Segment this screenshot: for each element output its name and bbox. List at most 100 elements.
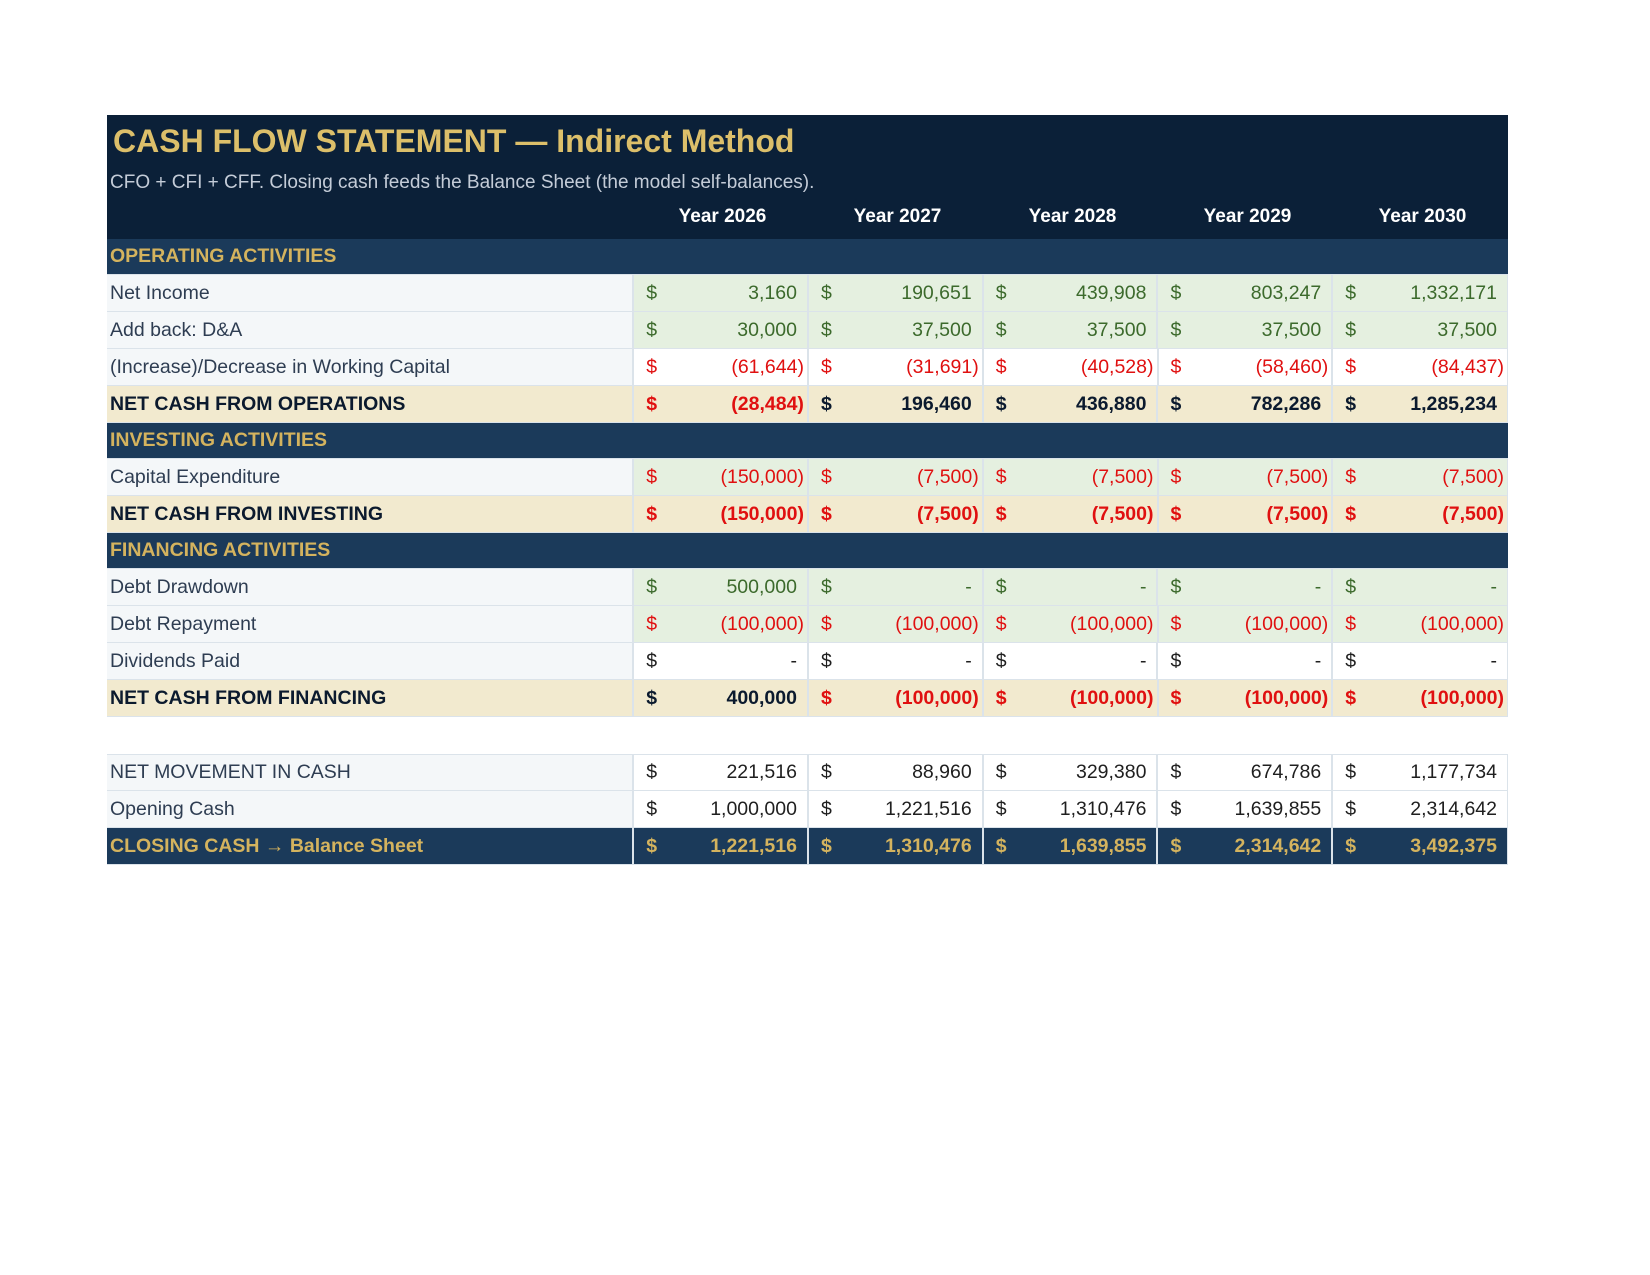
row-debt-drawdown[interactable]: Debt Drawdown $500,000 $ - $ - $ - $ - bbox=[107, 569, 1509, 606]
value-cell[interactable]: $2,314,642 bbox=[1158, 828, 1334, 864]
value-cell[interactable]: $37,500 bbox=[1333, 312, 1509, 348]
row-add-back-da[interactable]: Add back: D&A $30,000 $37,500 $37,500 $37,50… bbox=[107, 312, 1509, 349]
amount: (7,500) bbox=[916, 502, 979, 525]
value-cell[interactable]: $2,314,642 bbox=[1333, 791, 1509, 827]
value-cell[interactable]: $ (100,000) bbox=[983, 606, 1159, 642]
value-cell[interactable]: $ (100,000) bbox=[808, 606, 984, 642]
value-cell[interactable]: $ - bbox=[983, 643, 1159, 679]
value-cell[interactable]: $ (150,000) bbox=[634, 496, 809, 532]
year-header[interactable]: Year 2027 bbox=[853, 206, 942, 227]
value-cell[interactable]: $ (7,500) bbox=[1333, 496, 1509, 532]
value-cell[interactable]: $3,160 bbox=[634, 275, 809, 311]
value-cell[interactable]: $88,960 bbox=[808, 755, 984, 790]
value-cell[interactable]: $ (7,500) bbox=[808, 459, 984, 495]
amount: (100,000) bbox=[1070, 612, 1154, 635]
value-cell[interactable]: $ (61,644) bbox=[634, 349, 809, 385]
row-working-capital[interactable]: (Increase)/Decrease in Working Capital $ (… bbox=[107, 349, 1509, 386]
value-cell[interactable]: $400,000 bbox=[634, 680, 809, 716]
amount: 88,960 bbox=[912, 761, 972, 783]
value-cell[interactable]: $ - bbox=[1333, 643, 1509, 679]
value-cell[interactable]: $ - bbox=[1158, 643, 1334, 679]
row-dividends-paid[interactable]: Dividends Paid $ - $ - $ - $ - $ - bbox=[107, 643, 1509, 680]
value-cell[interactable]: $ (31,691) bbox=[808, 349, 984, 385]
value-cell[interactable]: $1,221,516 bbox=[634, 828, 809, 864]
value-cell[interactable]: $190,651 bbox=[808, 275, 984, 311]
row-net-income[interactable]: Net Income $3,160 $190,651 $439,908 $803,247… bbox=[107, 275, 1509, 312]
value-cell[interactable]: $ (100,000) bbox=[1333, 680, 1509, 716]
section-investing[interactable]: INVESTING ACTIVITIES bbox=[107, 423, 1508, 459]
amount: (100,000) bbox=[1420, 686, 1505, 709]
value-cell[interactable]: $ (7,500) bbox=[1333, 459, 1509, 495]
value-cell[interactable]: $ (28,484) bbox=[634, 386, 809, 422]
value-cell[interactable]: $782,286 bbox=[1158, 386, 1334, 422]
row-net-cash-financing[interactable]: NET CASH FROM FINANCING $400,000 $ (100,000… bbox=[107, 680, 1509, 717]
value-cell[interactable]: $ (100,000) bbox=[1333, 606, 1509, 642]
value-cell[interactable]: $3,492,375 bbox=[1333, 828, 1509, 864]
value-cell[interactable]: $329,380 bbox=[983, 755, 1159, 790]
section-financing[interactable]: FINANCING ACTIVITIES bbox=[107, 533, 1508, 569]
value-cell[interactable]: $ (7,500) bbox=[1158, 459, 1334, 495]
value-cell[interactable]: $ (100,000) bbox=[634, 606, 809, 642]
year-header[interactable]: Year 2026 bbox=[678, 206, 767, 227]
value-cell[interactable]: $ (7,500) bbox=[808, 496, 984, 532]
value-cell[interactable]: $30,000 bbox=[634, 312, 809, 348]
value-cell[interactable]: $ (7,500) bbox=[1158, 496, 1334, 532]
value-cell[interactable]: $37,500 bbox=[983, 312, 1159, 348]
value-cell[interactable]: $500,000 bbox=[634, 569, 809, 605]
value-cell[interactable]: $ (84,437) bbox=[1333, 349, 1509, 385]
value-cell[interactable]: $1,639,855 bbox=[1158, 791, 1334, 827]
value-cell[interactable]: $ (7,500) bbox=[983, 496, 1159, 532]
currency-symbol: $ bbox=[1170, 502, 1182, 525]
value-cell[interactable]: $436,880 bbox=[983, 386, 1159, 422]
currency-symbol: $ bbox=[820, 649, 832, 672]
value-cell[interactable]: $221,516 bbox=[634, 755, 809, 790]
amount: 1,639,855 bbox=[1234, 797, 1322, 820]
value-cell[interactable]: $ - bbox=[983, 569, 1159, 605]
year-header[interactable]: Year 2030 bbox=[1378, 206, 1467, 227]
row-label: CLOSING CASH → Balance Sheet bbox=[107, 828, 635, 864]
value-cell[interactable]: $1,332,171 bbox=[1333, 275, 1509, 311]
value-cell[interactable]: $ (150,000) bbox=[634, 459, 809, 495]
currency-symbol: $ bbox=[646, 465, 658, 488]
value-cell[interactable]: $ (100,000) bbox=[983, 680, 1159, 716]
value-cell[interactable]: $1,000,000 bbox=[634, 791, 809, 827]
page-title: CASH FLOW STATEMENT — Indirect Method bbox=[113, 123, 795, 159]
value-cell[interactable]: $1,310,476 bbox=[983, 791, 1159, 827]
value-cell[interactable]: $ - bbox=[1333, 569, 1509, 605]
value-cell[interactable]: $803,247 bbox=[1158, 275, 1334, 311]
value-cell[interactable]: $ - bbox=[808, 643, 984, 679]
value-cell[interactable]: $1,310,476 bbox=[808, 828, 984, 864]
section-operating[interactable]: OPERATING ACTIVITIES bbox=[107, 239, 1508, 275]
sheet-header: CASH FLOW STATEMENT — Indirect Method CF… bbox=[107, 115, 1508, 239]
value-cell[interactable]: $1,285,234 bbox=[1333, 386, 1508, 422]
value-cell[interactable]: $ - bbox=[808, 569, 984, 605]
row-net-cash-investing[interactable]: NET CASH FROM INVESTING $ (150,000) $ (7,500… bbox=[107, 496, 1509, 533]
value-cell[interactable]: $ - bbox=[634, 643, 809, 679]
value-cell[interactable]: $ (100,000) bbox=[808, 680, 984, 716]
value-cell[interactable]: $1,221,516 bbox=[808, 791, 984, 827]
value-cell[interactable]: $ (7,500) bbox=[983, 459, 1159, 495]
row-debt-repayment[interactable]: Debt Repayment $ (100,000) $ (100,000) $ (100,… bbox=[107, 606, 1509, 643]
value-cell[interactable]: $439,908 bbox=[983, 275, 1159, 311]
value-cell[interactable]: $37,500 bbox=[1158, 312, 1334, 348]
year-header[interactable]: Year 2028 bbox=[1028, 206, 1117, 227]
value-cell[interactable]: $ (100,000) bbox=[1158, 606, 1334, 642]
row-closing-cash[interactable]: CLOSING CASH → Balance Sheet $1,221,516 $1… bbox=[107, 828, 1509, 865]
value-cell[interactable]: $ (58,460) bbox=[1158, 349, 1334, 385]
value-cell[interactable]: $1,177,734 bbox=[1333, 755, 1509, 790]
value-cell[interactable]: $1,639,855 bbox=[983, 828, 1159, 864]
value-cell[interactable]: $37,500 bbox=[808, 312, 984, 348]
row-net-cash-operations[interactable]: NET CASH FROM OPERATIONS $ (28,484) $196,46… bbox=[107, 386, 1508, 423]
value-cell[interactable]: $196,460 bbox=[808, 386, 984, 422]
row-net-movement[interactable]: NET MOVEMENT IN CASH $221,516 $88,960 $329,… bbox=[107, 754, 1509, 791]
amount: - bbox=[1314, 649, 1322, 672]
row-capital-expenditure[interactable]: Capital Expenditure $ (150,000) $ (7,500) $ (7… bbox=[107, 459, 1509, 496]
value-cell[interactable]: $ (100,000) bbox=[1158, 680, 1334, 716]
currency-symbol: $ bbox=[1170, 465, 1182, 488]
year-header[interactable]: Year 2029 bbox=[1203, 206, 1292, 227]
currency-symbol: $ bbox=[646, 649, 658, 672]
value-cell[interactable]: $ (40,528) bbox=[983, 349, 1159, 385]
value-cell[interactable]: $ - bbox=[1158, 569, 1334, 605]
value-cell[interactable]: $674,786 bbox=[1158, 755, 1334, 790]
row-opening-cash[interactable]: Opening Cash $1,000,000 $1,221,516 $1,310,4… bbox=[107, 791, 1509, 828]
